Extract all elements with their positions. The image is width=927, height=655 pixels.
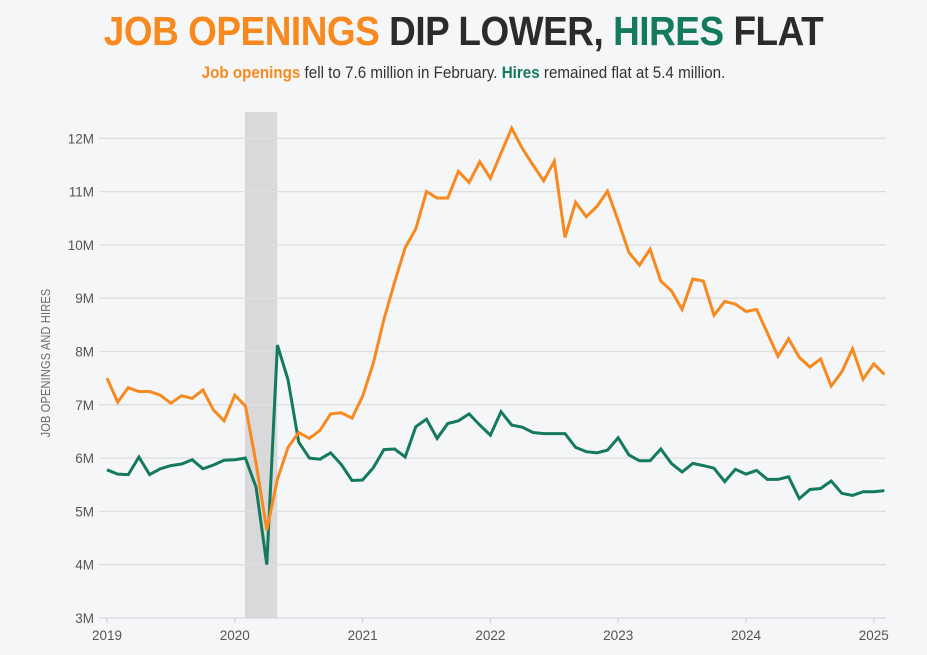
title-part-openings: JOB OPENINGS [103,8,380,54]
y-tick-label: 11M [69,185,94,200]
title-part-flat: FLAT [723,8,824,54]
y-tick-label: 6M [75,451,94,466]
y-tick-label: 3M [75,611,94,626]
subtitle-openings-key: Job openings [201,64,301,82]
y-tick-label: 5M [75,504,94,519]
y-tick-label: 12M [68,131,94,146]
recession-band [244,112,278,618]
x-tick-label: 2024 [731,628,762,643]
subtitle-hires-key: Hires [501,64,540,82]
y-tick-label: 9M [75,291,94,306]
series-line-hires [106,344,885,565]
subtitle-text-1: fell to 7.6 million in February. [300,64,502,82]
y-tick-label: 8M [75,345,94,360]
x-axis-ticks: 2019 2020 2021 2022 2023 2024 2025 [92,618,889,643]
chart-subtitle: Job openings fell to 7.6 million in Febr… [37,64,890,83]
y-tick-label: 4M [75,558,94,573]
title-part-dip: DIP LOWER, [379,8,614,54]
x-tick-label: 2022 [475,628,505,643]
subtitle-text-2: remained flat at 5.4 million. [539,64,726,82]
x-tick-label: 2025 [859,628,889,643]
x-tick-label: 2020 [220,628,250,643]
x-tick-label: 2021 [348,628,378,643]
gridlines [99,137,886,619]
title-part-hires: HIRES [613,8,724,54]
x-tick-label: 2023 [603,628,633,643]
y-axis-ticks: 3M 4M 5M 6M 7M 8M 9M 10M 11M 12M [68,131,94,626]
chart-title: JOB OPENINGS DIP LOWER, HIRES FLAT [46,8,880,55]
x-tick-label: 2019 [92,628,122,643]
recession-band-layer [244,112,278,618]
y-tick-label: 10M [68,238,94,253]
series-line-job-openings [105,124,886,531]
y-axis-label: JOB OPENINGS AND HIRES [39,288,53,438]
series-lines [105,124,886,565]
y-tick-label: 7M [75,398,94,413]
